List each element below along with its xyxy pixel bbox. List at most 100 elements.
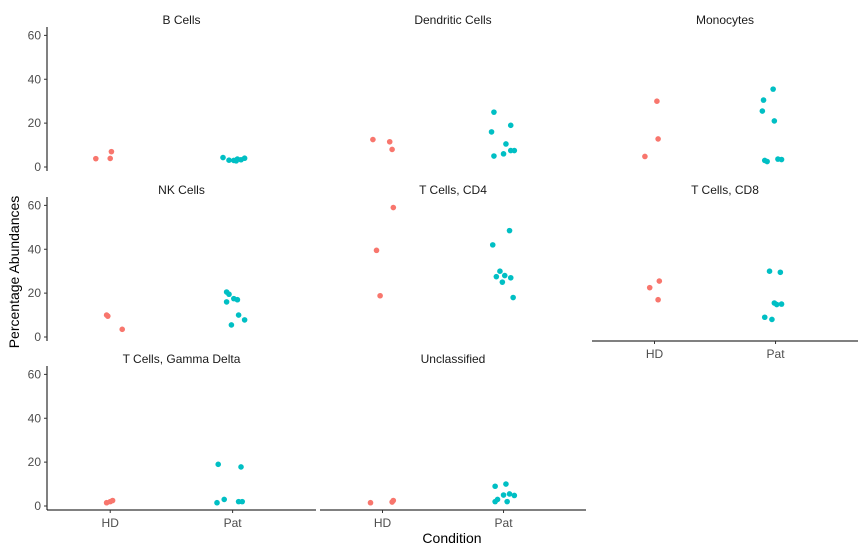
facet-panel: Unclassified HD Pat xyxy=(320,352,586,530)
facet-panel: Monocytes xyxy=(642,13,785,165)
data-point-hd xyxy=(642,153,648,160)
facet-panel: T Cells, CD4 xyxy=(373,183,516,301)
data-point-pat xyxy=(766,268,773,274)
y-tick-label: 60 xyxy=(28,198,42,212)
data-point-hd xyxy=(370,136,376,143)
data-point-pat xyxy=(500,492,507,498)
data-point-pat xyxy=(491,153,497,159)
facet-title: Unclassified xyxy=(421,352,486,366)
data-point-pat xyxy=(506,227,513,234)
data-point-hd xyxy=(389,146,395,153)
data-point-hd xyxy=(646,284,653,291)
data-point-hd xyxy=(108,148,115,155)
data-point-pat xyxy=(241,155,248,162)
data-point-hd xyxy=(386,138,393,145)
data-point-hd xyxy=(655,136,661,142)
data-point-pat xyxy=(761,314,768,321)
data-point-hd xyxy=(373,247,380,254)
data-point-pat xyxy=(215,461,222,468)
data-point-hd xyxy=(390,204,397,211)
data-point-pat xyxy=(226,291,232,298)
x-tick-label: Pat xyxy=(224,516,243,530)
x-axis-title: Condition xyxy=(422,530,481,546)
x-tick-label: HD xyxy=(374,516,392,530)
y-tick-label: 20 xyxy=(28,455,42,469)
data-point-pat xyxy=(226,157,232,163)
data-point-pat xyxy=(778,156,785,163)
facet-title: Dendritic Cells xyxy=(414,13,491,27)
data-point-hd xyxy=(377,292,383,299)
data-point-pat xyxy=(510,294,516,301)
data-point-pat xyxy=(503,481,509,487)
data-point-hd xyxy=(656,278,663,284)
data-point-pat xyxy=(238,464,244,470)
y-tick-label: 40 xyxy=(28,411,42,425)
data-point-pat xyxy=(506,491,513,497)
data-point-hd xyxy=(93,155,99,162)
data-point-pat xyxy=(507,274,514,281)
data-point-pat xyxy=(492,483,498,490)
data-point-hd xyxy=(367,499,374,506)
data-point-pat xyxy=(500,151,507,157)
data-point-pat xyxy=(503,141,509,147)
y-tick-label: 0 xyxy=(34,499,41,513)
data-point-pat xyxy=(760,97,767,103)
data-point-pat xyxy=(228,322,235,328)
facet-panel: T Cells, CD8 HD Pat xyxy=(592,183,858,361)
y-tick-label: 40 xyxy=(28,242,42,256)
facet-panel: NK Cells 0 20 40 60 xyxy=(28,183,248,344)
data-point-pat xyxy=(499,279,506,285)
data-point-pat xyxy=(223,299,230,305)
data-point-pat xyxy=(501,272,508,279)
data-point-pat xyxy=(511,147,518,154)
data-point-pat xyxy=(504,498,510,505)
facet-panel: Dendritic Cells xyxy=(370,13,518,159)
data-point-hd xyxy=(107,155,114,162)
y-tick-label: 60 xyxy=(28,367,42,381)
data-point-pat xyxy=(489,242,496,248)
facet-panel: T Cells, Gamma Delta 0 20 40 60 HD Pat xyxy=(28,352,316,530)
data-point-pat xyxy=(497,268,503,274)
y-axis-title: Percentage Abundances xyxy=(6,196,22,349)
facet-panel: B Cells 0 20 40 60 xyxy=(28,13,248,174)
facet-title: T Cells, Gamma Delta xyxy=(123,352,241,366)
data-point-pat xyxy=(239,498,246,505)
facet-title: NK Cells xyxy=(158,183,205,197)
data-point-pat xyxy=(511,492,518,499)
data-point-pat xyxy=(220,154,226,161)
y-tick-label: 40 xyxy=(28,72,42,86)
data-point-pat xyxy=(214,499,220,506)
data-point-pat xyxy=(233,158,240,164)
data-point-hd xyxy=(654,98,660,104)
data-point-pat xyxy=(488,129,495,135)
data-point-hd xyxy=(119,326,126,333)
y-tick-label: 20 xyxy=(28,286,42,300)
data-point-hd xyxy=(109,497,116,504)
data-point-pat xyxy=(493,273,500,280)
data-point-pat xyxy=(778,301,785,307)
facet-title: T Cells, CD8 xyxy=(691,183,759,197)
x-tick-label: Pat xyxy=(767,347,786,361)
y-tick-label: 0 xyxy=(34,160,41,174)
data-point-pat xyxy=(492,498,498,505)
data-point-pat xyxy=(491,109,497,115)
data-point-pat xyxy=(777,269,784,276)
y-tick-label: 60 xyxy=(28,28,42,42)
data-point-pat xyxy=(769,316,775,323)
facet-title: T Cells, CD4 xyxy=(419,183,487,197)
data-point-pat xyxy=(241,317,248,323)
y-tick-label: 20 xyxy=(28,116,42,130)
data-point-pat xyxy=(771,118,778,124)
y-tick-label: 0 xyxy=(34,330,41,344)
facet-title: B Cells xyxy=(162,13,200,27)
x-tick-label: Pat xyxy=(495,516,514,530)
data-point-pat xyxy=(221,496,228,503)
data-point-pat xyxy=(234,296,241,303)
data-point-pat xyxy=(764,158,770,165)
data-point-pat xyxy=(773,301,780,308)
data-point-pat xyxy=(235,312,242,318)
data-point-hd xyxy=(655,296,661,303)
data-point-pat xyxy=(770,86,776,92)
